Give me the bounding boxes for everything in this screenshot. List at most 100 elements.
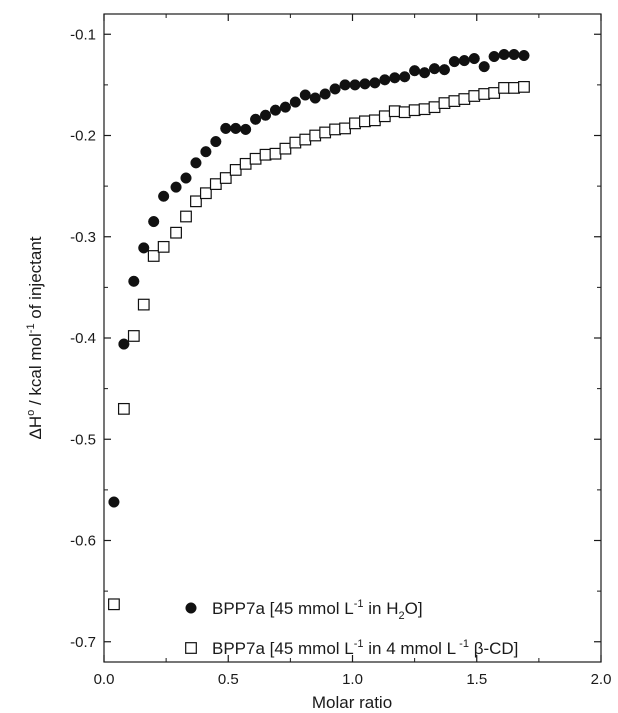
data-point-circle — [428, 63, 441, 75]
data-point-circle — [409, 65, 421, 77]
legend-marker-circle — [185, 602, 197, 614]
data-point-square — [108, 598, 120, 611]
data-point-square — [299, 133, 312, 146]
data-point-circle — [379, 74, 391, 86]
legend-2-c: β-CD] — [469, 639, 518, 658]
x-tick-label: 1.0 — [342, 671, 363, 688]
y-tick-label: -0.6 — [70, 533, 96, 550]
y-tick-label: -0.4 — [70, 330, 96, 347]
y-tick-label: -0.3 — [70, 229, 96, 246]
y-axis-title-main: ΔH — [26, 416, 45, 440]
x-axis-title: Molar ratio — [312, 693, 392, 712]
y-tick-label: -0.1 — [70, 26, 96, 43]
data-point-circle — [518, 49, 530, 62]
data-point-square — [279, 142, 292, 155]
data-point-square — [468, 90, 481, 102]
legend-1-sub1: 2 — [399, 610, 405, 622]
data-point-square — [117, 402, 130, 415]
data-point-square — [329, 123, 342, 136]
y-axis-title: ΔHo / kcal mol-1 of injectant — [25, 236, 45, 439]
data-point-circle — [220, 122, 232, 134]
data-point-square — [349, 117, 361, 130]
data-point-circle — [478, 61, 490, 73]
data-point-square — [359, 115, 371, 128]
y-tick-label: -0.7 — [70, 634, 96, 651]
data-point-circle — [259, 109, 272, 121]
data-point-square — [458, 93, 471, 105]
plot-frame — [103, 13, 602, 663]
legend: BPP7a [45 mmol L-1 in H2O] BPP7a [45 mmol… — [185, 598, 518, 658]
data-point-square — [259, 148, 272, 161]
data-point-square — [219, 172, 232, 184]
y-ticks: -0.7 -0.6 -0.5 -0.4 -0.3 -0.2 -0.1 — [70, 26, 601, 651]
data-point-circle — [118, 338, 130, 350]
x-tick-label: 0.0 — [94, 671, 115, 688]
data-point-square — [249, 152, 262, 165]
y-axis-title-sup1: o — [25, 410, 37, 416]
data-point-circle — [128, 275, 140, 287]
legend-2-sup2: -1 — [456, 638, 469, 650]
data-point-circle — [299, 89, 311, 101]
y-axis-title-mid: / kcal mol — [26, 333, 45, 410]
data-point-circle — [210, 136, 222, 148]
data-point-circle — [329, 83, 341, 95]
data-point-circle — [180, 172, 192, 184]
data-point-circle — [438, 64, 450, 76]
data-point-circle — [170, 181, 182, 193]
data-point-square — [309, 129, 322, 142]
data-point-circle — [309, 92, 321, 104]
data-point-square — [388, 105, 401, 118]
data-point-circle — [190, 157, 202, 169]
legend-2-a: BPP7a [45 mmol L — [212, 639, 354, 658]
axes — [103, 13, 602, 663]
data-point-circle — [200, 146, 212, 158]
data-point-square — [508, 82, 520, 94]
data-point-square — [319, 126, 332, 139]
data-point-square — [478, 88, 491, 100]
x-tick-label: 2.0 — [591, 671, 612, 688]
legend-2-b: in 4 mmol L — [364, 639, 457, 658]
y-axis-title-sup2: -1 — [25, 323, 37, 333]
data-point-circle — [250, 113, 262, 125]
data-point-circle — [359, 78, 371, 90]
data-point-square — [209, 178, 222, 191]
data-point-square — [269, 147, 282, 160]
data-point-circle — [458, 55, 470, 67]
data-point-square — [418, 103, 431, 116]
legend-label-1: BPP7a [45 mmol L-1 in H2O] — [212, 598, 423, 622]
data-point-square — [428, 101, 441, 114]
data-point-circle — [230, 122, 242, 134]
data-point-circle — [279, 101, 291, 113]
data-point-square — [239, 157, 252, 170]
data-point-square — [170, 226, 182, 239]
x-tick-label: 0.5 — [218, 671, 239, 688]
data-point-circle — [158, 190, 170, 202]
series-2 — [108, 80, 530, 611]
legend-label-2: BPP7a [45 mmol L-1 in 4 mmol L -1 β-CD] — [212, 638, 518, 658]
data-point-circle — [339, 79, 351, 91]
data-point-circle — [289, 96, 301, 108]
data-point-circle — [508, 48, 520, 61]
data-point-square — [147, 250, 160, 262]
data-point-circle — [108, 496, 120, 508]
data-point-square — [498, 82, 510, 94]
data-point-circle — [399, 71, 411, 83]
data-point-circle — [498, 48, 510, 61]
data-point-square — [398, 106, 411, 119]
data-point-square — [137, 298, 150, 311]
data-point-circle — [468, 53, 480, 65]
y-tick-label: -0.2 — [70, 128, 96, 145]
data-point-square — [157, 240, 170, 253]
data-point-square — [180, 210, 192, 223]
data-point-square — [289, 136, 302, 149]
data-point-circle — [389, 72, 401, 84]
legend-1-sup1: -1 — [354, 598, 364, 610]
data-point-square — [518, 80, 530, 93]
data-point-square — [438, 97, 451, 110]
data-point-circle — [419, 67, 431, 79]
data-point-circle — [369, 77, 381, 89]
data-point-circle — [148, 216, 160, 228]
x-ticks: 0.0 0.5 1.0 1.5 2.0 — [94, 14, 612, 688]
data-point-square — [190, 195, 202, 208]
